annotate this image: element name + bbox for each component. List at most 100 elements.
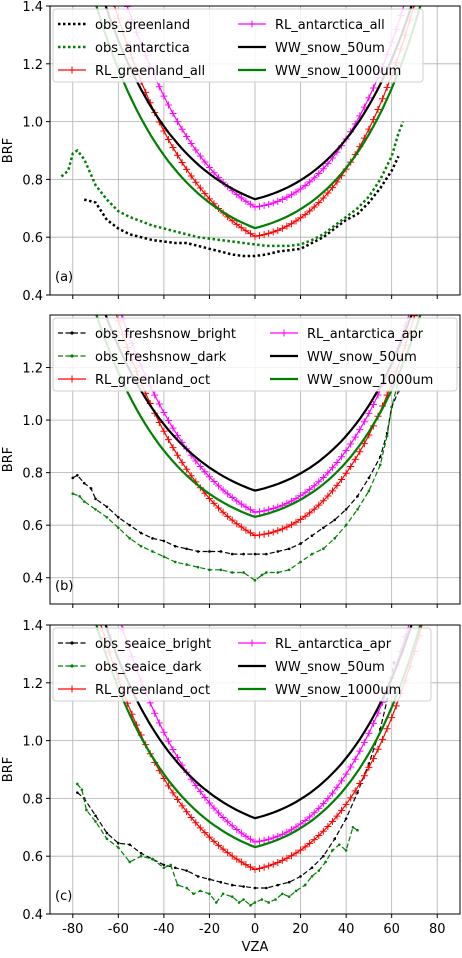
data-point [246,230,254,238]
data-point [356,448,364,456]
data-point [196,824,204,832]
data-point [328,487,336,495]
data-point [310,836,318,844]
data-point [425,262,432,269]
panel-label: (a) [55,270,73,285]
y-tick-label: 0.8 [22,173,43,188]
data-point [301,489,309,497]
data-point [233,826,241,834]
legend-marker [280,329,288,337]
legend-marker [70,664,74,668]
data-point [356,426,364,434]
data-point [94,814,97,818]
data-point [249,904,252,907]
data-point [117,846,120,849]
data-point [351,755,359,763]
data-point [105,505,109,509]
data-point [274,226,282,234]
data-point [219,814,227,822]
data-point [88,209,95,216]
legend-marker [70,641,74,645]
legend-entry: obs_seaice_bright [95,637,211,652]
data-point [242,571,245,574]
data-point [219,508,227,516]
data-point [78,468,85,475]
data-point [379,735,387,743]
data-point [160,408,168,416]
data-point [429,527,436,534]
data-point [242,832,250,840]
data-point [230,895,234,898]
data-point [205,494,213,502]
data-point [139,531,143,535]
data-point [324,795,332,803]
data-point [139,852,143,855]
data-point [315,501,323,509]
data-point [351,455,359,463]
data-point [301,512,309,520]
data-point [287,895,291,898]
data-point [74,529,81,536]
legend-entry: RL_antarctica_apr [307,327,424,342]
data-point [224,490,232,498]
data-point [306,178,314,186]
data-point [425,547,432,554]
x-tick-label: 0 [251,922,259,937]
legend-entry: RL_greenland_all [95,64,205,79]
data-point [315,478,323,486]
data-point [97,244,104,251]
x-tick-label: 20 [292,922,309,937]
data-point [210,169,218,177]
data-point [333,812,341,820]
data-point [265,200,273,208]
panel-label: (b) [55,579,73,594]
data-point [82,500,86,503]
data-point [319,473,327,481]
data-point [310,552,314,556]
data-point [265,529,273,537]
data-point [228,516,236,524]
data-point [256,232,264,240]
data-point [164,436,172,444]
data-point [82,481,86,485]
data-point [210,837,218,845]
data-point [105,837,109,841]
y-axis-label: BRF [1,447,16,472]
data-point [347,463,355,471]
data-point [201,829,209,837]
data-point [210,499,218,507]
data-point [155,400,163,408]
data-point [260,231,268,239]
data-point [369,719,377,727]
data-point [201,793,209,801]
data-point [333,458,341,466]
data-point [310,809,318,817]
data-point [392,702,400,710]
y-tick-label: 1.4 [22,619,43,634]
data-point [233,497,241,505]
data-point [178,159,186,167]
data-point [196,184,204,192]
data-point [101,273,108,280]
data-point [83,568,90,575]
data-point [378,455,382,459]
y-tick-label: 0.4 [22,289,43,304]
data-point [276,571,280,574]
data-point [173,560,177,564]
data-point [331,849,334,852]
data-point [287,826,295,834]
data-point [237,224,245,232]
data-point [319,165,327,173]
data-point [192,819,200,827]
data-point [383,725,391,733]
data-point [306,813,314,821]
data-point [360,772,368,780]
data-point [315,199,323,207]
data-point [416,278,423,285]
data-point [287,547,291,551]
data-point [85,808,88,812]
data-point [315,832,323,840]
x-tick-label: -80 [62,922,83,937]
data-point [319,497,327,505]
data-point [338,453,346,461]
